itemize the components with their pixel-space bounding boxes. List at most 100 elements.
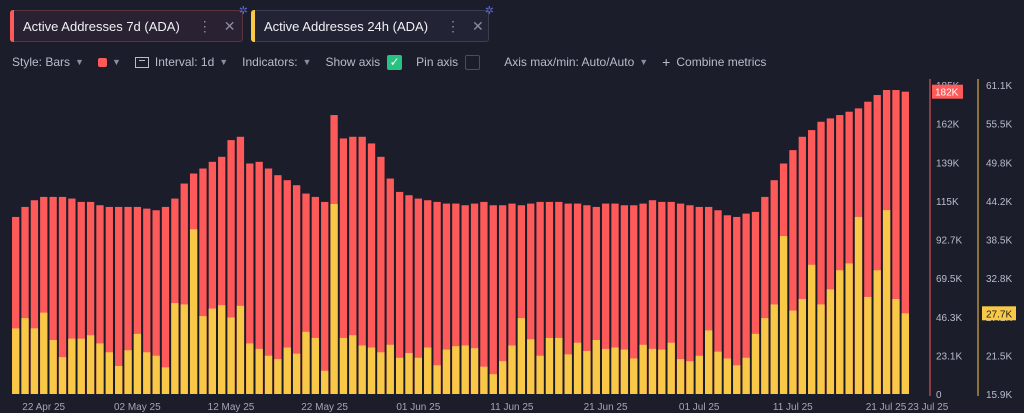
bar-24h (264, 355, 273, 394)
bar-7d (40, 196, 48, 394)
bar-7d (808, 130, 816, 394)
more-options-icon[interactable]: ⋮ (446, 17, 461, 34)
bar-7d (21, 206, 29, 394)
right-axis-tick: 61.1K (986, 81, 1012, 92)
bar-7d (283, 180, 291, 394)
interval-dropdown[interactable]: Interval: 1d ▼ (134, 55, 229, 69)
bar-24h (180, 304, 188, 394)
pin-axis-label: Pin axis (416, 55, 459, 69)
bar-7d (367, 143, 376, 394)
checkbox-checked-icon[interactable]: ✓ (387, 54, 403, 70)
bar-7d (723, 215, 732, 394)
bar-24h (901, 313, 909, 394)
bar-7d (452, 203, 460, 394)
x-axis-tick: 22 May 25 (301, 402, 348, 413)
bar-24h (105, 352, 113, 394)
settings-spark-icon[interactable]: ✲ (484, 5, 494, 17)
bar-7d (58, 196, 67, 394)
bar-24h (40, 312, 48, 394)
bar-24h (723, 358, 732, 394)
bar-7d (498, 205, 507, 394)
bar-24h (414, 357, 423, 394)
bar-24h (395, 357, 404, 394)
combine-metrics-label: Combine metrics (676, 55, 767, 69)
bar-24h (592, 339, 600, 394)
x-axis-tick: 11 Jul 25 (773, 402, 813, 413)
close-icon[interactable]: ✕ (223, 17, 236, 34)
bar-24h (508, 345, 516, 394)
x-axis-tick: 01 Jul 25 (679, 402, 720, 413)
bar-7d (311, 196, 319, 394)
bar-24h (761, 318, 769, 394)
bar-7d (714, 210, 722, 394)
pin-axis-toggle[interactable]: Pin axis (416, 54, 481, 70)
bar-24h (292, 353, 301, 394)
settings-spark-icon[interactable]: ✲ (238, 5, 248, 17)
chevron-down-icon: ▼ (219, 57, 229, 67)
bar-7d (461, 205, 469, 394)
bar-24h (630, 358, 638, 394)
show-axis-toggle[interactable]: Show axis ✓ (325, 54, 403, 70)
bar-7d (199, 168, 207, 394)
bar-7d (573, 203, 582, 394)
bar-24h (424, 347, 432, 394)
bar-7d (742, 213, 750, 394)
close-icon[interactable]: ✕ (472, 17, 484, 34)
bar-24h (21, 318, 29, 394)
right-axis-tick: 38.5K (986, 236, 1012, 247)
bar-7d (751, 211, 760, 394)
bar-24h (602, 348, 610, 394)
bar-24h (321, 370, 329, 394)
checkbox-unchecked-icon[interactable] (465, 54, 481, 70)
bar-24h (143, 352, 151, 394)
bar-24h (330, 203, 338, 394)
axis-maxmin-dropdown[interactable]: Axis max/min: Auto/Auto ▼ (504, 55, 648, 69)
more-options-icon[interactable]: ⋮ (197, 17, 212, 34)
bar-7d (96, 205, 104, 394)
bar-7d (143, 208, 151, 394)
bar-7d (686, 205, 694, 394)
color-swatch (97, 57, 107, 67)
bar-7d (695, 206, 703, 394)
left-axis-tick: 0 (936, 390, 942, 401)
bar-24h (517, 318, 526, 394)
right-axis-tick: 15.9K (986, 390, 1012, 401)
bar-24h (189, 229, 198, 394)
show-axis-label: Show axis (325, 55, 381, 69)
x-axis-tick: 22 Apr 25 (22, 402, 65, 413)
bar-7d (901, 91, 909, 395)
bar-24h (480, 366, 488, 394)
bar-7d (292, 185, 301, 394)
right-axis-tick: 44.2K (986, 197, 1012, 208)
bar-24h (695, 355, 703, 394)
bar-24h (573, 342, 582, 394)
bar-7d (564, 203, 572, 394)
chevron-down-icon: ▼ (302, 57, 312, 67)
combine-metrics-button[interactable]: + Combine metrics (662, 54, 766, 70)
bar-7d (817, 121, 825, 394)
style-dropdown[interactable]: Style: Bars ▼ (12, 55, 84, 69)
bar-7d (845, 111, 853, 394)
tab-active-addresses-7d[interactable]: Active Addresses 7d (ADA) ⋮ ✕ ✲ (10, 5, 248, 42)
bar-24h (246, 343, 254, 394)
current-value-badge-7d (932, 84, 963, 99)
axis-maxmin-label: Axis max/min: Auto/Auto (504, 55, 635, 69)
bar-24h (349, 335, 357, 394)
indicators-dropdown[interactable]: Indicators: ▼ (242, 55, 311, 69)
bar-24h (555, 337, 563, 394)
bar-24h (873, 270, 881, 394)
bar-24h (639, 344, 647, 394)
tab-active-addresses-24h[interactable]: Active Addresses 24h (ADA) ⋮ ✕ ✲ (251, 5, 494, 42)
bar-24h (498, 361, 507, 394)
bar-24h (751, 333, 760, 394)
bar-7d (424, 200, 432, 394)
plus-icon: + (662, 54, 671, 70)
bar-7d (770, 180, 778, 394)
bar-24h (892, 298, 900, 394)
bar-24h (236, 305, 245, 394)
color-picker[interactable]: ▼ (97, 57, 121, 67)
bar-24h (864, 296, 872, 394)
bar-7d (545, 201, 554, 394)
left-axis-tick: 139K (936, 158, 960, 169)
